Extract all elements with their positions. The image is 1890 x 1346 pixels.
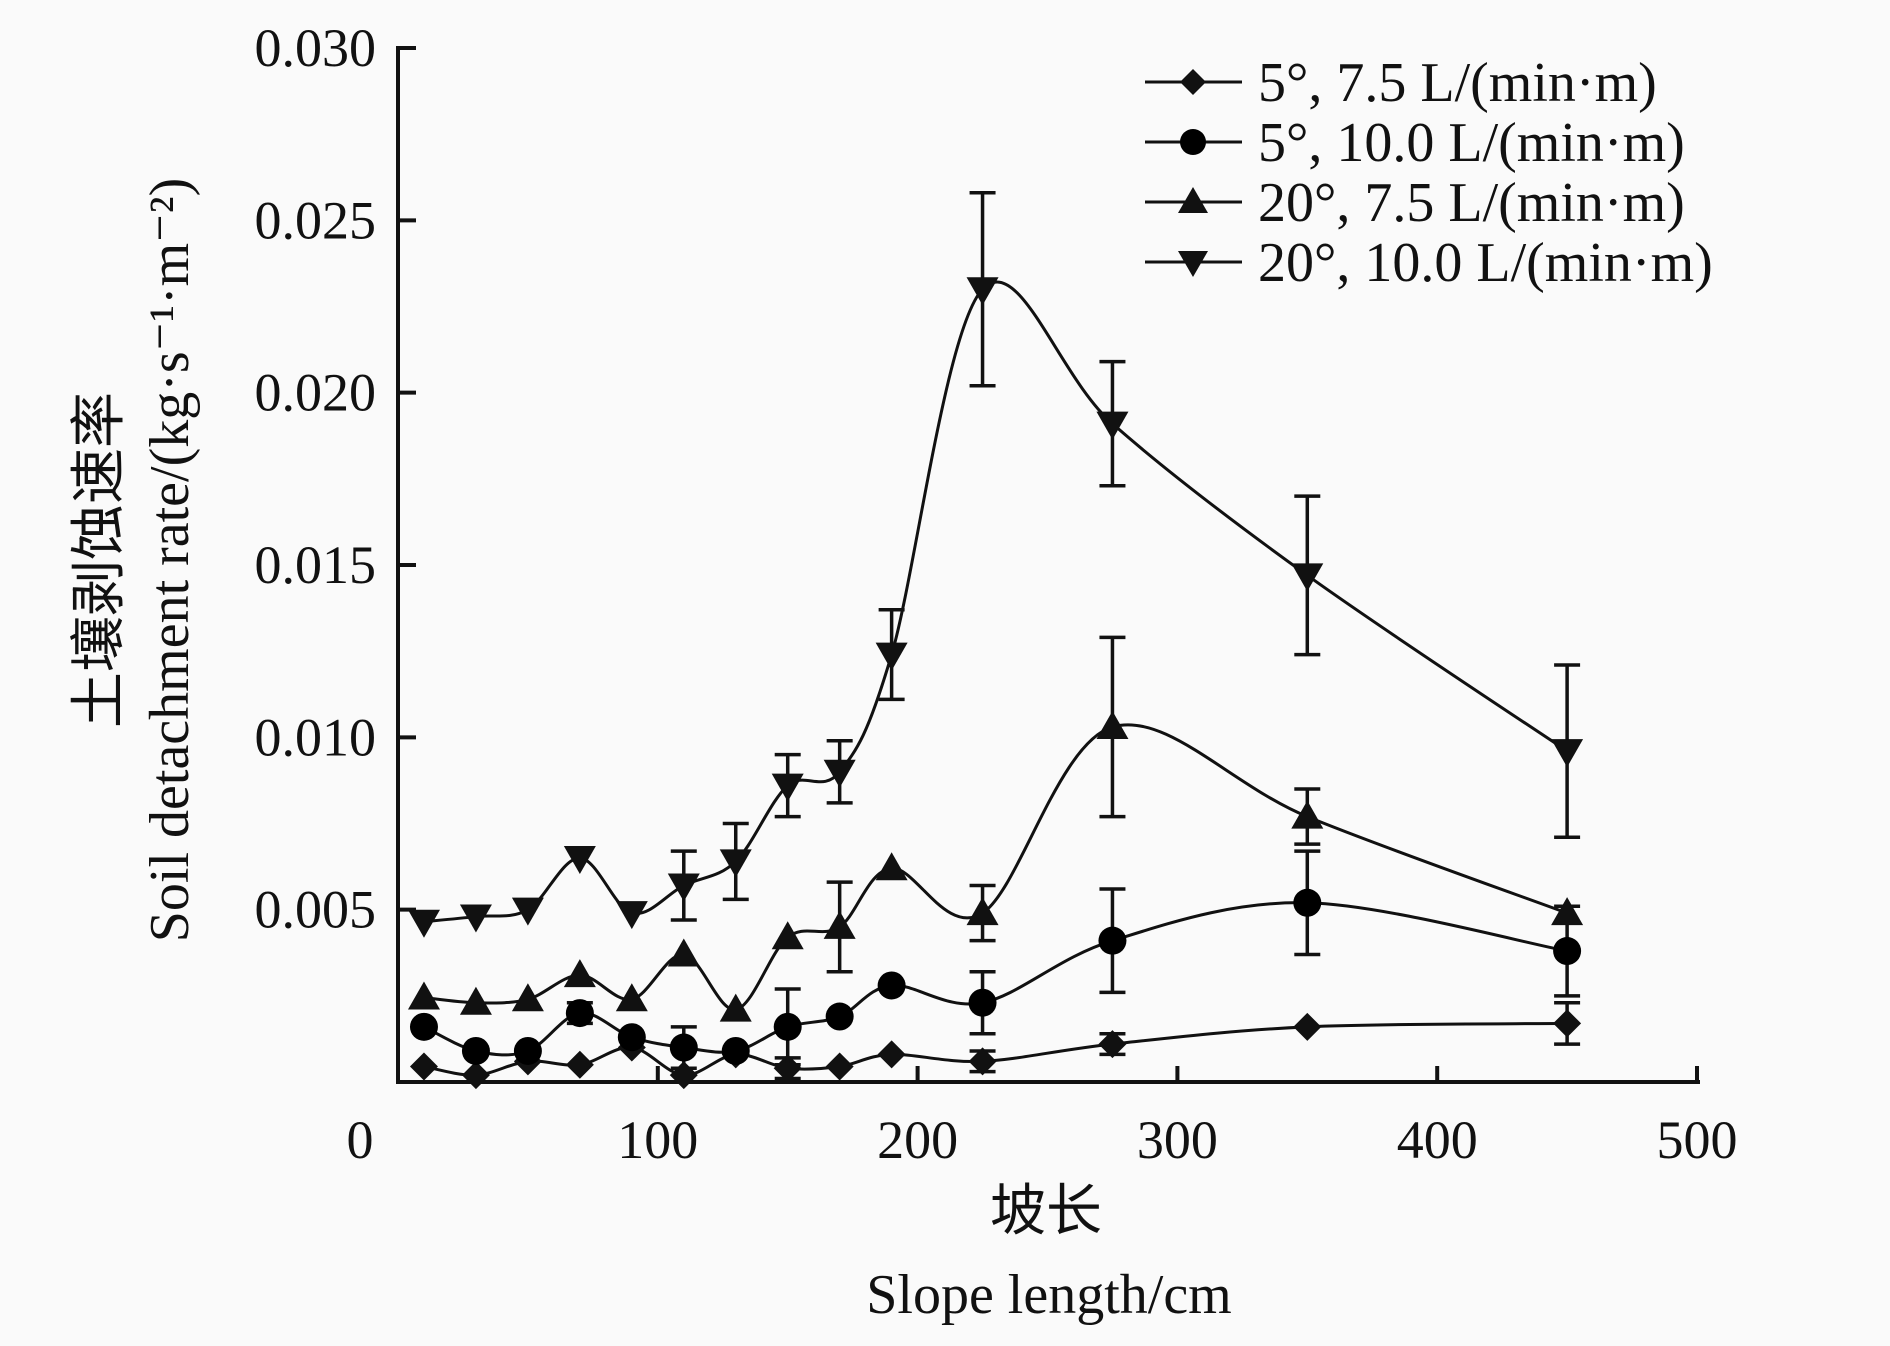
- marker-circle: [565, 999, 594, 1028]
- legend-item: 20°, 10.0 L/(min·m): [1145, 232, 1713, 294]
- legend-label: 20°, 7.5 L/(min·m): [1258, 172, 1685, 234]
- marker-circle: [968, 988, 997, 1017]
- y-tick-label: 0.020: [255, 363, 377, 423]
- marker-triangle-up: [667, 938, 700, 967]
- x-tick-label: 300: [1137, 1110, 1218, 1170]
- marker-diamond: [1180, 69, 1206, 95]
- marker-triangle-up: [407, 981, 440, 1010]
- y-axis-label: Soil detachment rate/(kg·s⁻¹·m⁻²): [139, 178, 201, 942]
- marker-triangle-down: [459, 904, 492, 933]
- y-tick-label: 0.005: [255, 880, 377, 940]
- marker-triangle-down: [1291, 563, 1324, 592]
- marker-triangle-down: [966, 277, 999, 306]
- ticks: 0.005 0.010 0.015 0.020 0.025 0.030 0 100 200 300…: [255, 18, 1738, 1170]
- marker-circle: [1293, 888, 1322, 917]
- legend-item: 5°, 7.5 L/(min·m): [1145, 52, 1657, 114]
- series-line: [423, 1021, 1568, 1077]
- marker-triangle-up: [719, 993, 752, 1022]
- marker-triangle-up: [1551, 897, 1584, 926]
- marker-triangle-up: [1291, 800, 1324, 829]
- marker-triangle-up: [511, 983, 544, 1012]
- legend-label: 5°, 7.5 L/(min·m): [1258, 52, 1657, 114]
- series-1: [409, 849, 1582, 1070]
- marker-diamond: [461, 1061, 490, 1090]
- marker-diamond: [877, 1040, 906, 1069]
- marker-diamond: [968, 1047, 997, 1076]
- marker-circle: [617, 1023, 646, 1052]
- x-tick-label: 0: [347, 1110, 374, 1170]
- marker-diamond: [825, 1052, 854, 1081]
- marker-circle: [409, 1012, 438, 1041]
- legend-label: 20°, 10.0 L/(min·m): [1258, 232, 1713, 294]
- marker-triangle-down: [771, 773, 804, 802]
- marker-triangle-down: [1551, 739, 1584, 768]
- marker-triangle-down: [563, 845, 596, 874]
- legend-item: 20°, 7.5 L/(min·m): [1145, 172, 1685, 234]
- y-tick-label: 0.025: [255, 190, 377, 250]
- marker-triangle-up: [615, 983, 648, 1012]
- marker-circle: [721, 1036, 750, 1065]
- marker-triangle-down: [1178, 251, 1208, 277]
- marker-diamond: [1553, 1009, 1582, 1038]
- marker-circle: [461, 1036, 490, 1065]
- marker-diamond: [565, 1050, 594, 1079]
- marker-circle: [825, 1002, 854, 1031]
- x-tick-label: 200: [877, 1110, 958, 1170]
- marker-circle: [669, 1033, 698, 1062]
- x-tick-label: 500: [1657, 1110, 1738, 1170]
- marker-circle: [1180, 129, 1206, 155]
- x-axis-label-cn: 坡长: [990, 1181, 1102, 1243]
- marker-triangle-down: [511, 897, 544, 926]
- marker-diamond: [1293, 1012, 1322, 1041]
- marker-triangle-down: [407, 909, 440, 938]
- marker-triangle-up: [771, 921, 804, 950]
- y-tick-label: 0.010: [255, 707, 377, 767]
- marker-triangle-down: [1096, 411, 1129, 440]
- y-tick-label: 0.030: [255, 18, 377, 78]
- x-axis-label: Slope length/cm: [866, 1264, 1232, 1326]
- marker-triangle-up: [563, 959, 596, 988]
- marker-triangle-down: [615, 901, 648, 930]
- marker-circle: [877, 971, 906, 1000]
- marker-triangle-down: [719, 849, 752, 878]
- legend-label: 5°, 10.0 L/(min·m): [1258, 112, 1685, 174]
- marker-triangle-down: [667, 873, 700, 902]
- marker-triangle-up: [1178, 187, 1208, 213]
- marker-triangle-down: [875, 642, 908, 671]
- marker-diamond: [409, 1052, 438, 1081]
- y-axis-label-cn: 土壤剥蚀速率: [69, 392, 131, 728]
- marker-triangle-up: [459, 986, 492, 1015]
- marker-triangle-up: [875, 852, 908, 881]
- legend-item: 5°, 10.0 L/(min·m): [1145, 112, 1685, 174]
- marker-triangle-down: [823, 759, 856, 788]
- plot-area: [407, 191, 1584, 1090]
- marker-circle: [773, 1012, 802, 1041]
- legend: 5°, 7.5 L/(min·m)5°, 10.0 L/(min·m)20°, …: [1145, 52, 1713, 294]
- marker-triangle-up: [823, 910, 856, 939]
- y-tick-label: 0.015: [255, 535, 377, 595]
- x-tick-label: 400: [1397, 1110, 1478, 1170]
- marker-triangle-up: [966, 897, 999, 926]
- marker-diamond: [1098, 1030, 1127, 1059]
- marker-circle: [513, 1036, 542, 1065]
- marker-circle: [1553, 937, 1582, 966]
- x-tick-label: 100: [617, 1110, 698, 1170]
- marker-triangle-up: [1096, 710, 1129, 739]
- marker-circle: [1098, 926, 1127, 955]
- marker-diamond: [773, 1054, 802, 1083]
- series-3: [407, 191, 1584, 938]
- series-2: [407, 635, 1584, 1022]
- series-line: [423, 280, 1568, 924]
